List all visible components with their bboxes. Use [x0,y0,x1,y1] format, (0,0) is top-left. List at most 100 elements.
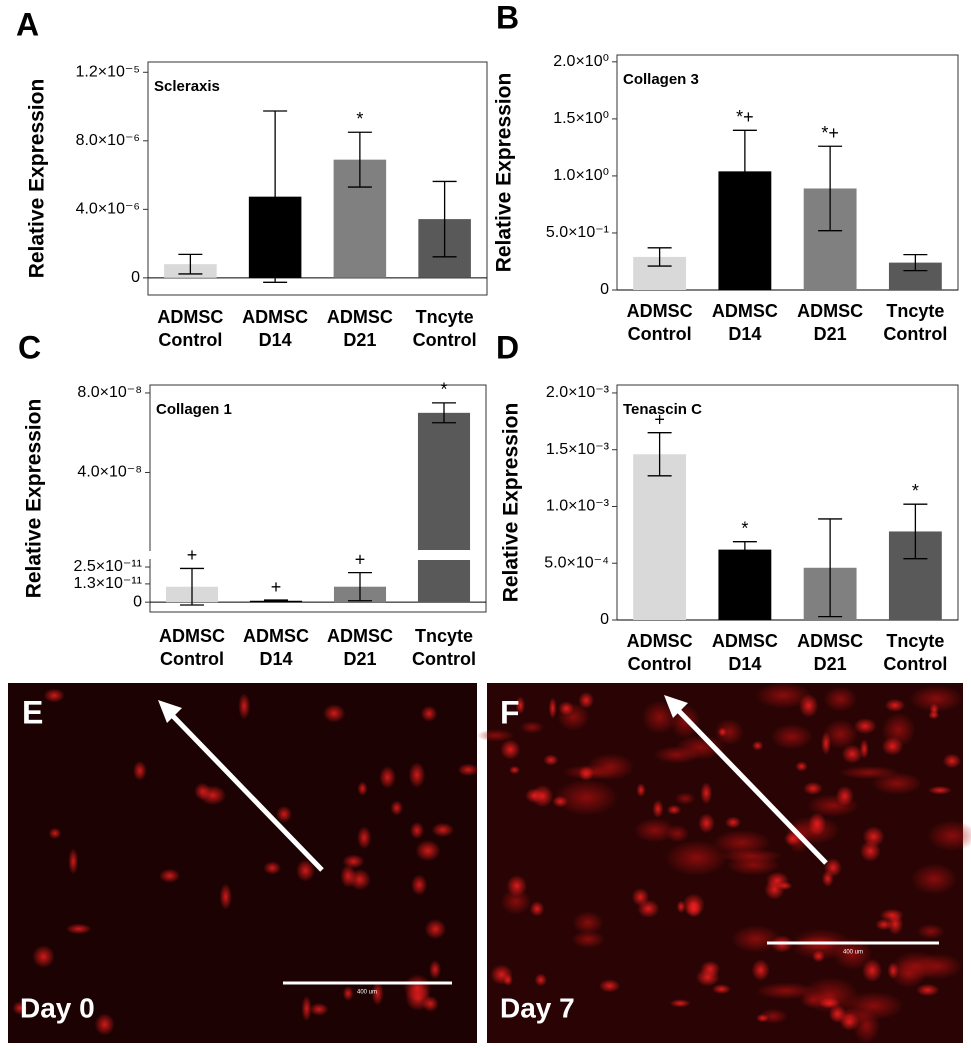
x-tick-label: Tncyte [415,626,473,646]
cell [431,822,455,838]
cell [525,788,544,803]
x-tick-label: D21 [343,330,376,350]
x-tick-label: ADMSC [243,626,309,646]
cell [552,795,568,808]
y-tick-label: 1.2×10⁻⁵ [76,63,140,80]
cell [295,859,316,882]
haze [909,685,963,712]
error-bar [903,503,928,560]
haze [554,779,619,816]
cell [12,1001,28,1015]
cell [322,704,346,723]
cell [43,688,65,703]
error-bar [263,110,288,283]
y-axis-title: Relative Expression [500,403,523,603]
cell [548,697,557,719]
cell [534,973,547,987]
haze [838,765,899,780]
y-tick-label: 1.3×10⁻¹¹ [74,575,142,592]
x-tick-label: D14 [728,654,761,674]
panel-letter: E [22,694,43,730]
chart-title: Tenascin C [623,401,702,418]
cell [356,826,372,850]
cell [821,731,832,755]
y-tick-label: 4.0×10⁻⁸ [77,464,142,481]
cell [666,804,682,815]
cell [403,974,432,1002]
significance-marker: + [355,549,366,569]
cell [875,918,893,931]
cell [48,827,62,840]
x-tick-label: ADMSC [327,307,393,327]
y-tick-label: 8.0×10⁻⁸ [77,384,142,401]
bar [633,454,687,620]
cell [348,868,371,891]
cell [424,918,447,940]
x-tick-label: ADMSC [627,631,693,651]
haze [927,820,971,852]
cell [371,980,384,1006]
cell [636,783,646,797]
y-tick-label: 5.0×10⁻⁴ [544,554,609,571]
cell [698,813,715,834]
cell [859,840,881,862]
cell [717,727,727,737]
cell [777,881,793,890]
cell [700,782,713,805]
error-bar [264,599,288,603]
y-tick-label: 8.0×10⁻⁶ [76,132,140,149]
haze [712,830,771,856]
caption: Day 7 [500,992,575,1023]
cell [94,1013,115,1036]
cell [881,736,904,756]
cell [795,761,808,772]
cell [457,763,479,777]
arrow [168,711,324,872]
cell [68,848,79,875]
cell [420,705,438,722]
cell [409,821,425,840]
cell [529,901,545,917]
cell [712,984,731,995]
cell [578,766,594,781]
x-tick-label: ADMSC [712,301,778,321]
cell [880,908,904,922]
x-tick-label: Control [412,649,476,669]
error-bar [732,129,757,214]
y-axis-title: Relative Expression [23,399,46,599]
haze [853,1009,880,1044]
x-tick-label: Control [158,330,222,350]
panel-letter: D [496,329,519,365]
haze [572,911,604,935]
cell [32,945,55,969]
significance-marker: + [271,577,282,597]
significance-marker: * [440,380,447,400]
x-tick-label: Control [628,324,692,344]
error-bar [178,253,203,275]
cell [887,962,899,980]
x-tick-label: ADMSC [327,626,393,646]
haze [586,753,635,781]
cell [798,693,819,718]
x-tick-label: Control [160,649,224,669]
haze [665,840,728,876]
y-tick-label: 2.0×10⁻³ [546,384,610,401]
cell [263,861,282,875]
cell [415,839,441,862]
cell [342,854,365,869]
y-tick-label: 0 [600,281,609,298]
x-tick-label: D21 [343,649,376,669]
arrow-head [158,700,182,723]
x-tick-label: Tncyte [416,307,474,327]
plot-frame [149,384,487,613]
bar [718,549,772,620]
error-bar [432,180,457,258]
cell [509,765,521,775]
haze [634,818,677,843]
y-axis-title: Relative Expression [26,79,49,279]
cell [543,754,559,766]
cell [942,753,962,769]
cell [916,983,940,997]
cell [132,760,147,781]
